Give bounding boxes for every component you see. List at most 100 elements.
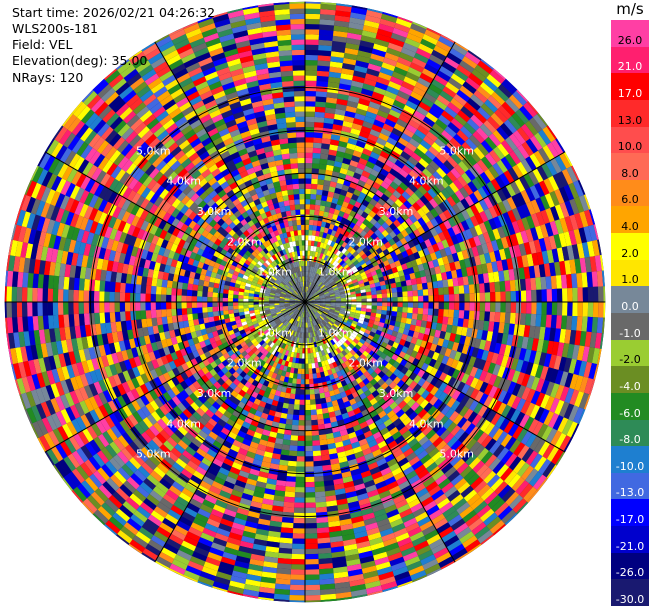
- velocity-gate: [298, 425, 305, 431]
- velocity-gate: [441, 462, 454, 474]
- velocity-gate: [536, 302, 542, 315]
- velocity-gate: [403, 395, 413, 404]
- velocity-gate: [543, 410, 555, 426]
- velocity-gate: [425, 178, 436, 189]
- velocity-gate: [289, 440, 298, 446]
- velocity-gate: [303, 312, 305, 318]
- velocity-gate: [276, 385, 283, 392]
- velocity-gate: [171, 558, 188, 571]
- velocity-gate: [187, 428, 199, 438]
- velocity-gate: [261, 503, 273, 511]
- velocity-gate: [368, 494, 381, 503]
- velocity-gate: [451, 43, 468, 56]
- velocity-gate: [305, 420, 312, 426]
- velocity-gate: [545, 381, 555, 397]
- velocity-gate: [313, 127, 324, 133]
- velocity-gate: [312, 440, 321, 446]
- velocity-gate: [447, 217, 457, 228]
- velocity-gate: [453, 522, 469, 536]
- velocity-gate: [308, 373, 314, 380]
- velocity-gate: [355, 310, 361, 314]
- velocity-gate: [123, 359, 132, 371]
- velocity-gate: [157, 418, 168, 430]
- velocity-gate: [152, 436, 163, 448]
- velocity-gate: [36, 419, 49, 436]
- velocity-gate: [413, 251, 421, 260]
- velocity-gate: [255, 393, 264, 401]
- velocity-gate: [323, 480, 334, 487]
- velocity-gate: [359, 259, 366, 266]
- velocity-gate: [384, 90, 398, 100]
- velocity-gate: [505, 407, 516, 421]
- velocity-gate: [335, 294, 341, 298]
- velocity-gate: [396, 286, 403, 293]
- velocity-gate: [125, 497, 140, 510]
- velocity-gate: [451, 548, 468, 561]
- velocity-gate: [587, 347, 595, 363]
- velocity-gate: [425, 211, 435, 221]
- velocity-gate: [508, 269, 515, 281]
- velocity-gate: [193, 451, 205, 462]
- velocity-gate: [218, 393, 228, 402]
- velocity-gate: [331, 399, 339, 407]
- velocity-gate: [528, 240, 537, 254]
- velocity-gate: [320, 299, 326, 302]
- velocity-gate: [341, 356, 348, 363]
- velocity-gate: [73, 433, 85, 448]
- velocity-gate: [201, 412, 211, 422]
- velocity-gate: [275, 406, 283, 413]
- velocity-gate: [336, 370, 343, 378]
- velocity-gate: [139, 502, 154, 515]
- velocity-gate: [426, 568, 442, 577]
- velocity-gate: [94, 368, 104, 382]
- velocity-gate: [155, 447, 168, 459]
- velocity-gate: [346, 169, 355, 177]
- velocity-gate: [447, 470, 460, 482]
- velocity-gate: [279, 323, 285, 329]
- velocity-gate: [131, 377, 140, 389]
- velocity-gate: [386, 422, 396, 432]
- velocity-gate: [507, 423, 519, 437]
- velocity-gate: [534, 182, 545, 198]
- velocity-gate: [311, 310, 315, 315]
- velocity-gate: [266, 314, 273, 319]
- velocity-gate: [89, 439, 101, 454]
- velocity-gate: [341, 162, 350, 170]
- velocity-gate: [305, 384, 310, 390]
- velocity-gate: [311, 419, 318, 426]
- velocity-gate: [327, 443, 336, 450]
- velocity-gate: [345, 448, 355, 457]
- velocity-gate: [84, 442, 97, 457]
- velocity-gate: [421, 154, 433, 165]
- velocity-gate: [266, 324, 272, 330]
- velocity-gate: [568, 358, 577, 374]
- velocity-gate: [456, 526, 472, 540]
- velocity-gate: [417, 408, 428, 419]
- velocity-gate: [311, 266, 315, 273]
- velocity-gate: [256, 364, 263, 372]
- velocity-gate: [415, 487, 429, 499]
- velocity-gate: [396, 343, 404, 352]
- velocity-gate: [305, 132, 314, 138]
- velocity-gate: [420, 276, 427, 284]
- velocity-gate: [362, 148, 372, 157]
- velocity-gate: [153, 421, 164, 433]
- velocity-gate: [199, 480, 212, 491]
- velocity-gate: [210, 360, 218, 369]
- velocity-gate: [335, 182, 344, 190]
- velocity-gate: [305, 219, 310, 225]
- velocity-gate: [481, 350, 489, 361]
- velocity-gate: [388, 358, 396, 366]
- velocity-gate: [478, 393, 489, 405]
- velocity-gate: [338, 83, 351, 91]
- velocity-gate: [212, 401, 221, 410]
- velocity-gate: [409, 372, 418, 381]
- velocity-gate: [128, 357, 137, 369]
- velocity-gate: [440, 560, 456, 570]
- velocity-gate: [364, 401, 373, 409]
- velocity-gate: [371, 503, 385, 513]
- velocity-gate: [313, 352, 317, 358]
- velocity-gate: [465, 217, 475, 229]
- velocity-gate: [314, 304, 320, 307]
- velocity-gate: [308, 337, 312, 343]
